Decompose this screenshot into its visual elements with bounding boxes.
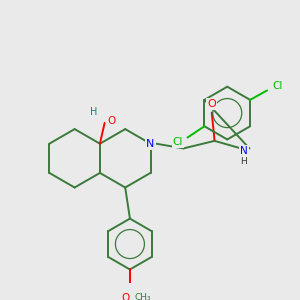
Text: N: N	[146, 139, 155, 149]
Text: Cl: Cl	[272, 81, 283, 91]
Text: H: H	[90, 107, 97, 117]
Text: CH₃: CH₃	[135, 293, 152, 300]
Text: Cl: Cl	[173, 137, 183, 147]
Text: O: O	[121, 293, 129, 300]
Text: N: N	[240, 146, 248, 156]
Text: O: O	[107, 116, 115, 126]
Text: O: O	[207, 99, 216, 109]
Text: H: H	[240, 157, 247, 166]
